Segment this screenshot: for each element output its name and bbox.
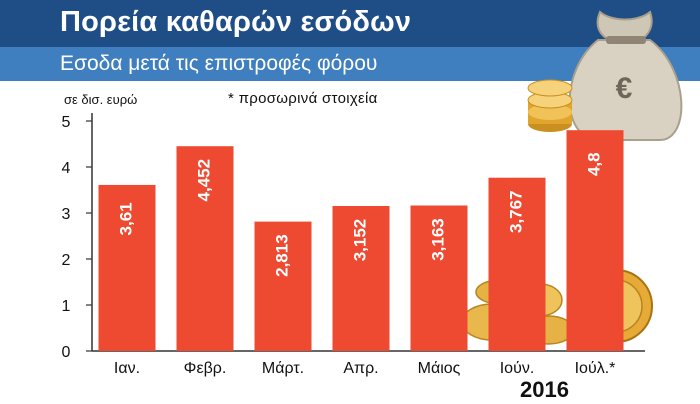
x-tick-label: Φεβρ.	[184, 360, 227, 377]
svg-text:€: €	[616, 72, 633, 105]
y-tick-label: 1	[62, 298, 71, 315]
year-label: 2016	[520, 377, 569, 402]
y-axis-unit-label: σε δισ. ευρώ	[64, 92, 138, 107]
bar	[488, 177, 546, 351]
chart-subtitle: Εσοδα μετά τις επιστροφές φόρου	[60, 52, 378, 75]
provisional-note: * προσωρινά στοιχεία	[228, 90, 378, 107]
chart-title: Πορεία καθαρών εσόδων	[60, 6, 412, 38]
bar-value-label: 4,8	[584, 152, 603, 176]
bar	[254, 221, 312, 351]
bar-value-label: 2,813	[272, 234, 291, 277]
money-bag-icon: €	[568, 10, 683, 141]
bar	[566, 130, 624, 351]
y-tick-label: 4	[62, 160, 71, 177]
bar-value-label: 3,152	[350, 219, 369, 262]
x-tick-label: Ιούλ.*	[575, 360, 616, 377]
title-bar	[0, 0, 700, 47]
y-tick-label: 5	[62, 114, 71, 131]
bar	[176, 146, 234, 351]
bar-value-label: 3,163	[428, 218, 447, 261]
x-tick-label: Ιούν.	[500, 360, 535, 377]
y-tick-label: 3	[62, 206, 71, 223]
coin-stack-icon	[527, 79, 573, 132]
bar	[410, 205, 468, 351]
y-tick-label: 2	[62, 252, 71, 269]
bar-value-label: 4,452	[194, 159, 213, 202]
bar-value-label: 3,61	[116, 202, 135, 235]
y-tick-label: 0	[62, 344, 71, 361]
x-tick-label: Μάρτ.	[262, 360, 304, 377]
x-tick-label: Μάιος	[418, 360, 461, 377]
bar	[98, 184, 156, 351]
bar	[332, 206, 390, 351]
x-tick-label: Απρ.	[343, 360, 378, 377]
x-tick-label: Ιαν.	[114, 360, 140, 377]
bar-value-label: 3,767	[506, 190, 525, 233]
